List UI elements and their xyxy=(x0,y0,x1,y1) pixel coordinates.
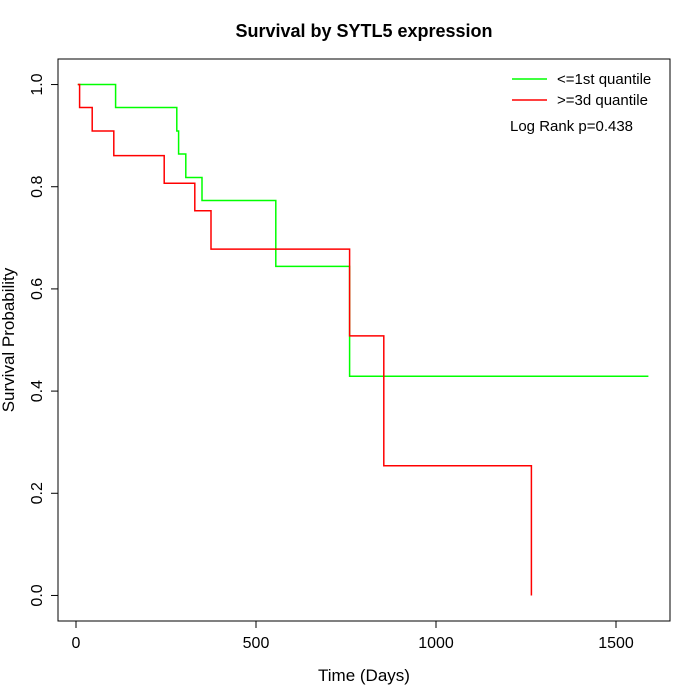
y-axis-label: Survival Probability xyxy=(0,267,18,412)
y-tick-label: 0.6 xyxy=(29,278,46,300)
x-axis: 0 500 1000 1500 xyxy=(72,620,634,652)
y-tick-label: 0.2 xyxy=(29,482,46,504)
survival-curve-2 xyxy=(77,83,533,596)
x-tick-label: 1000 xyxy=(418,635,454,652)
x-tick-label: 500 xyxy=(243,635,270,652)
legend-label: >=3d quantile xyxy=(557,92,648,109)
x-tick-label: 1500 xyxy=(598,635,634,652)
y-tick-label: 0.8 xyxy=(29,176,46,198)
plot-frame xyxy=(57,58,671,622)
legend: <=1st quantile >=3d quantile xyxy=(512,71,651,109)
y-tick-label: 0.0 xyxy=(29,584,46,606)
series-layer xyxy=(77,83,649,596)
y-axis: 0.0 0.2 0.4 0.6 0.8 1.0 xyxy=(29,73,59,607)
y-tick-label: 0.4 xyxy=(29,380,46,402)
x-tick-label: 0 xyxy=(72,635,81,652)
x-axis-label: Time (Days) xyxy=(318,666,410,685)
legend-label: <=1st quantile xyxy=(557,71,651,88)
log-rank-annotation: Log Rank p=0.438 xyxy=(510,118,633,135)
survival-curve-1 xyxy=(77,83,649,378)
y-tick-label: 1.0 xyxy=(29,73,46,95)
chart-title: Survival by SYTL5 expression xyxy=(235,21,492,41)
